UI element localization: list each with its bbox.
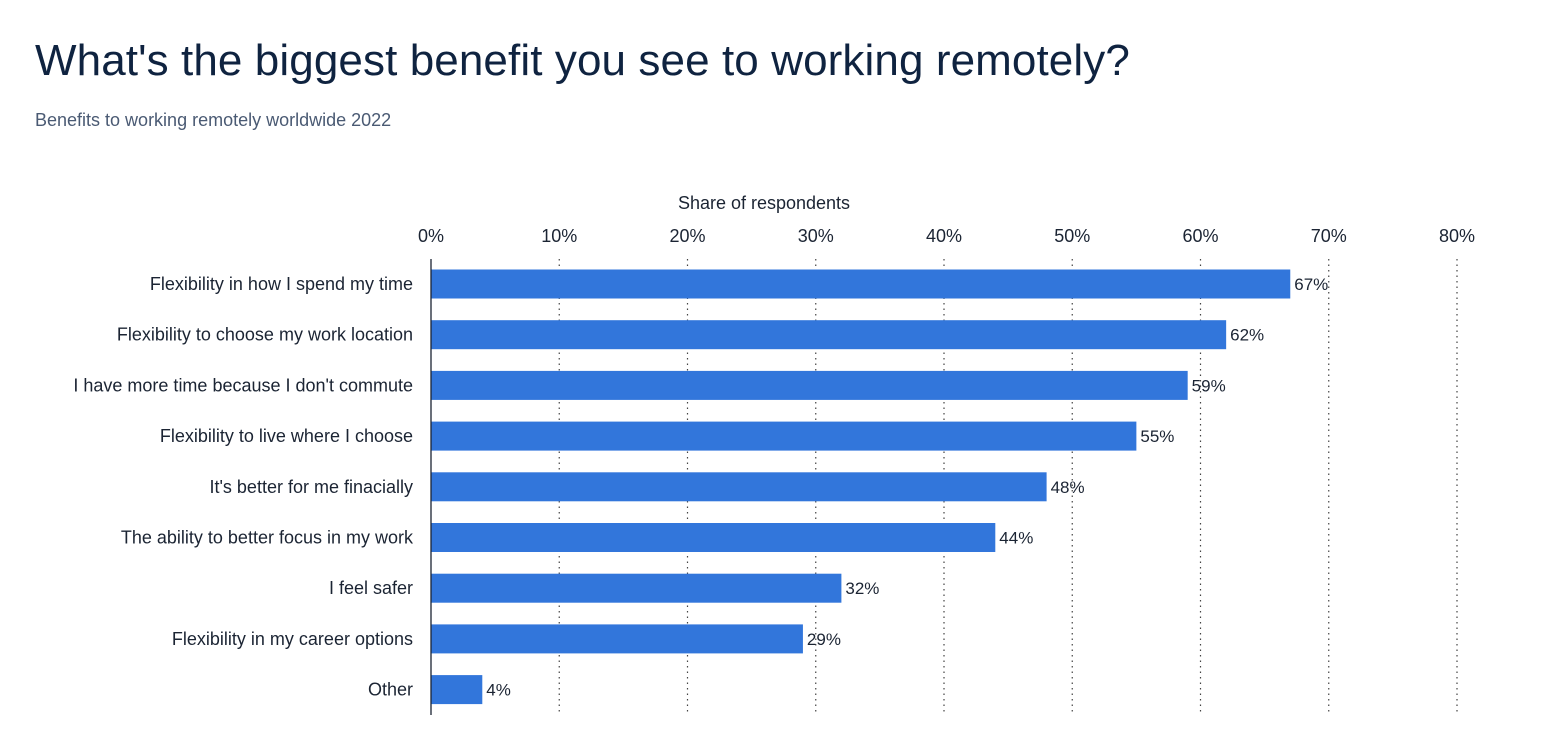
category-label: Flexibility to live where I choose	[160, 426, 413, 446]
data-label: 62%	[1230, 326, 1264, 345]
category-label: Flexibility to choose my work location	[117, 325, 413, 345]
data-label: 44%	[999, 529, 1033, 548]
x-tick-label: 20%	[669, 226, 705, 246]
category-label: Flexibility in my career options	[172, 629, 413, 649]
category-label: Other	[368, 680, 413, 700]
x-tick-label: 60%	[1182, 226, 1218, 246]
x-tick-label: 0%	[418, 226, 444, 246]
x-tick-label: 40%	[926, 226, 962, 246]
bar	[431, 523, 996, 552]
category-labels: Flexibility in how I spend my time Flexib…	[73, 274, 414, 700]
x-tick-label: 80%	[1439, 226, 1475, 246]
bar	[431, 421, 1137, 451]
data-label: 4%	[486, 681, 511, 700]
bar	[431, 472, 1047, 502]
chart-title: What's the biggest benefit you see to wo…	[35, 36, 1130, 85]
chart-subtitle: Benefits to working remotely worldwide 2…	[35, 110, 392, 130]
value-labels: 67% 62% 59% 55% 48% 44% 32% 29% 4%	[486, 275, 1328, 700]
bar	[431, 320, 1227, 350]
data-label: 32%	[845, 579, 879, 598]
bar	[431, 573, 842, 603]
data-label: 55%	[1140, 427, 1174, 446]
x-tick-label: 10%	[541, 226, 577, 246]
category-label: Flexibility in how I spend my time	[150, 274, 413, 294]
bar	[431, 675, 483, 705]
category-label: I feel safer	[329, 578, 413, 598]
data-label: 67%	[1294, 275, 1328, 294]
bar	[431, 370, 1188, 400]
category-label: It's better for me finacially	[209, 477, 413, 497]
x-tick-label: 50%	[1054, 226, 1090, 246]
x-tick-labels: 0% 10% 20% 30% 40% 50% 60% 70% 80%	[418, 226, 1475, 246]
bar	[431, 624, 803, 654]
category-label: The ability to better focus in my work	[121, 528, 414, 548]
data-label: 29%	[807, 630, 841, 649]
bar	[431, 269, 1291, 299]
bars	[431, 269, 1291, 705]
x-tick-label: 30%	[798, 226, 834, 246]
x-axis-title: Share of respondents	[678, 193, 850, 213]
x-tick-label: 70%	[1311, 226, 1347, 246]
data-label: 59%	[1192, 376, 1226, 395]
category-label: I have more time because I don't commute	[73, 375, 413, 395]
data-label: 48%	[1051, 478, 1085, 497]
